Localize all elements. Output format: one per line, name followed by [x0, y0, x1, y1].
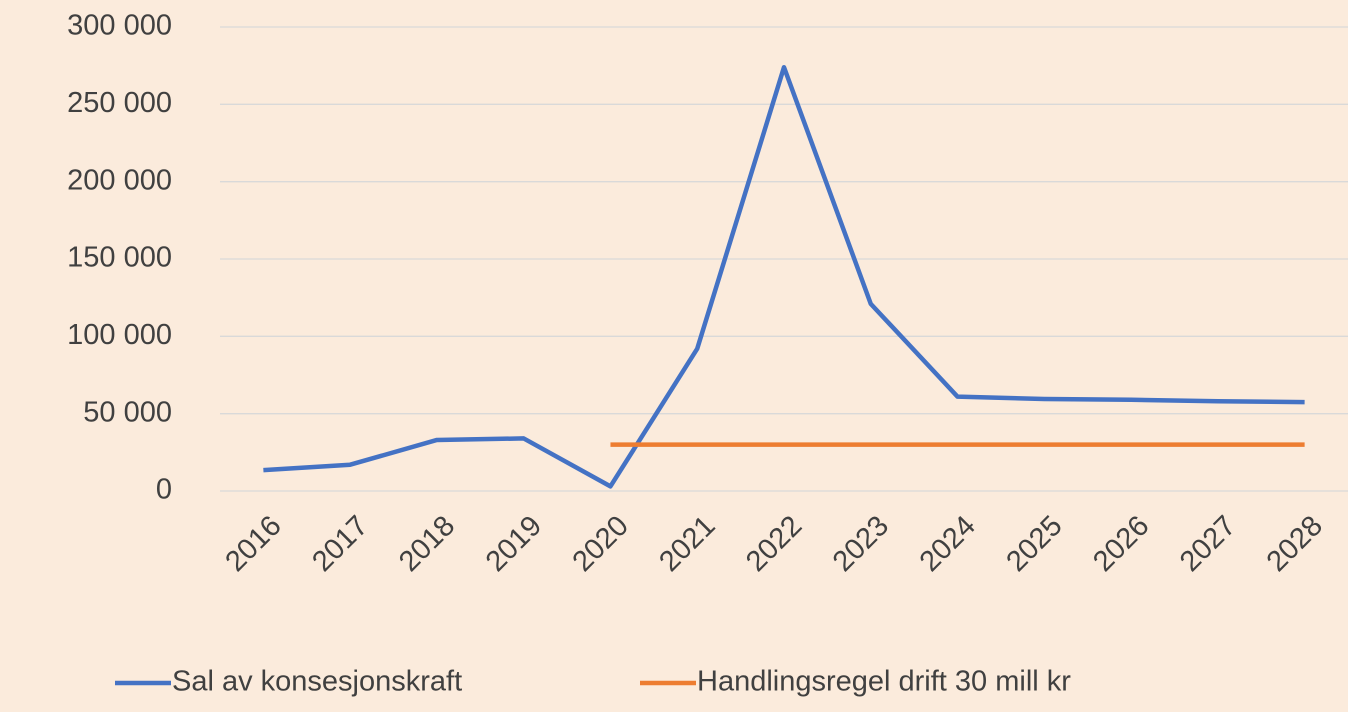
x-tick-label: 2028: [1261, 510, 1329, 578]
x-tick-label: 2019: [480, 510, 548, 578]
y-tick-label: 50 000: [83, 396, 172, 428]
y-tick-label: 250 000: [67, 87, 172, 119]
x-tick-label: 2021: [653, 510, 721, 578]
y-tick-label: 300 000: [67, 10, 172, 42]
x-tick-label: 2020: [567, 510, 635, 578]
x-tick-label: 2026: [1087, 510, 1155, 578]
x-tick-label: 2016: [220, 510, 288, 578]
x-tick-label: 2025: [1000, 510, 1068, 578]
x-tick-label: 2018: [393, 510, 461, 578]
y-tick-label: 0: [156, 474, 172, 506]
x-tick-label: 2024: [914, 510, 982, 578]
x-tick-label: 2017: [306, 510, 374, 578]
x-tick-label: 2023: [827, 510, 895, 578]
legend-label: Handlingsregel drift 30 mill kr: [697, 666, 1071, 698]
legend-label: Sal av konsesjonskraft: [172, 666, 462, 698]
y-tick-label: 200 000: [67, 164, 172, 196]
y-tick-label: 150 000: [67, 242, 172, 274]
x-tick-label: 2022: [740, 510, 808, 578]
x-tick-label: 2027: [1174, 510, 1242, 578]
y-tick-label: 100 000: [67, 319, 172, 351]
series-line: [263, 64, 1305, 489]
